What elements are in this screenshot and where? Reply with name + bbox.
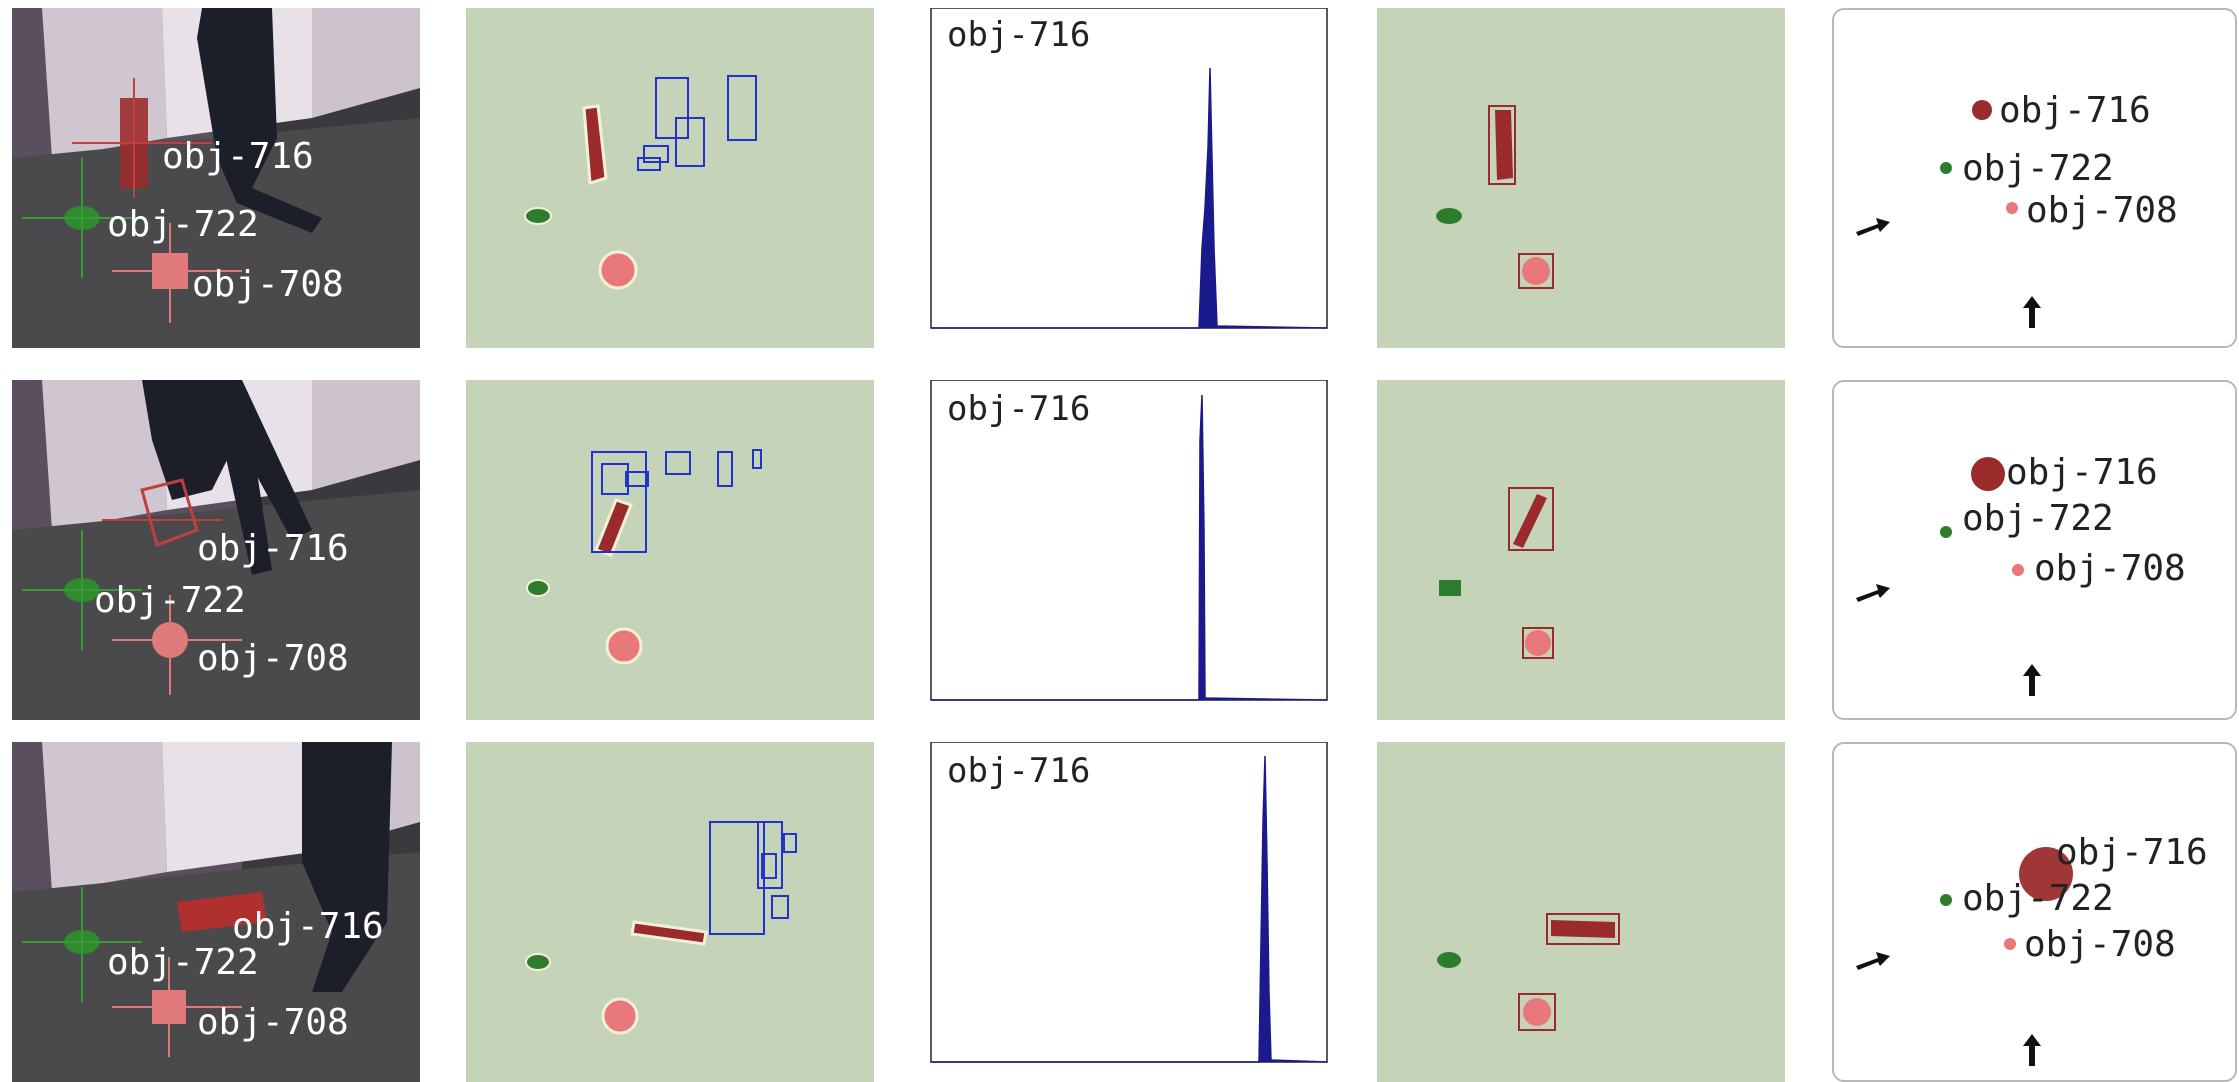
row-3: obj-716 obj-722 obj-708 obj-716	[0, 742, 2239, 1082]
camera-label-obj-722: obj-722	[107, 942, 259, 983]
map-dot-obj-716	[1972, 100, 1992, 120]
map-dot-obj-722	[1940, 162, 1952, 174]
map-dot-obj-708	[2006, 202, 2018, 214]
obj-722-blob	[526, 579, 550, 597]
obj-716-marker	[177, 892, 267, 932]
obj-716-blob	[630, 920, 708, 946]
obj-716-blob	[582, 104, 608, 185]
map-view: obj-716 obj-722 obj-708	[1832, 742, 2237, 1082]
obj-708-track	[1522, 257, 1550, 285]
map-view: obj-716 obj-722 obj-708	[1832, 380, 2237, 720]
histogram-bars	[931, 394, 1328, 701]
robot-heading-arrow-icon	[1856, 952, 1890, 970]
robot-heading-arrow-icon	[1856, 584, 1890, 602]
obj-722-track	[1439, 580, 1461, 596]
segmentation-view	[466, 380, 874, 720]
map-label-obj-708: obj-708	[2026, 190, 2178, 231]
camera-label-obj-722: obj-722	[94, 580, 246, 621]
obj-716-track	[1513, 494, 1547, 548]
detection-boxes	[709, 821, 797, 935]
map-dot-obj-722	[1940, 894, 1952, 906]
segmentation-view	[466, 8, 874, 348]
obj-722-blob	[525, 953, 551, 971]
up-arrow-icon	[2023, 664, 2041, 696]
detection-boxes	[637, 75, 757, 171]
row-1: obj-716 obj-722 obj-708 obj-716	[0, 8, 2239, 348]
histogram-bars	[931, 755, 1328, 1063]
histogram-title: obj-716	[947, 751, 1090, 791]
robot-heading-arrow-icon	[1856, 218, 1890, 236]
obj-716-blob	[594, 498, 633, 557]
row-2: obj-716 obj-722 obj-708 obj-716	[0, 380, 2239, 720]
histogram-frame	[930, 380, 1328, 701]
map-label-obj-716: obj-716	[2006, 452, 2158, 493]
segmentation-view	[466, 742, 874, 1082]
camera-label-obj-716: obj-716	[232, 906, 384, 947]
obj-708-track	[1525, 630, 1551, 656]
obj-708-blob	[601, 997, 639, 1035]
map-label-obj-722: obj-722	[1962, 498, 2114, 539]
camera-view: obj-716 obj-722 obj-708	[12, 380, 420, 720]
obj-716-marker	[140, 478, 199, 547]
obj-722-track	[1437, 952, 1461, 968]
map-label-obj-722: obj-722	[1962, 148, 2114, 189]
camera-label-obj-716: obj-716	[197, 528, 349, 569]
camera-view: obj-716 obj-722 obj-708	[12, 742, 420, 1082]
histogram-panel: obj-716	[909, 380, 1333, 720]
histogram-title: obj-716	[947, 15, 1090, 55]
person-leg	[197, 8, 322, 233]
up-arrow-icon	[2023, 1034, 2041, 1066]
histogram-panel: obj-716	[909, 8, 1333, 348]
tracking-view	[1377, 8, 1785, 348]
obj-716-track	[1551, 920, 1615, 938]
map-label-obj-708: obj-708	[2034, 548, 2186, 589]
histogram-title: obj-716	[947, 389, 1090, 429]
map-dot-obj-716	[1971, 457, 2005, 491]
camera-label-obj-708: obj-708	[192, 264, 344, 305]
camera-label-obj-722: obj-722	[107, 204, 259, 245]
camera-view: obj-716 obj-722 obj-708	[12, 8, 420, 348]
up-arrow-icon	[2023, 296, 2041, 328]
map-label-obj-708: obj-708	[2024, 924, 2176, 965]
map-view: obj-716 obj-722 obj-708	[1832, 8, 2237, 348]
map-dot-obj-716	[2019, 847, 2073, 901]
histogram-bars	[931, 67, 1328, 329]
camera-label-obj-716: obj-716	[162, 136, 314, 177]
obj-708-track	[1523, 998, 1551, 1026]
map-dot-obj-708	[2004, 938, 2016, 950]
histogram-panel: obj-716	[909, 742, 1333, 1082]
obj-722-blob	[524, 207, 552, 225]
tracking-view	[1377, 380, 1785, 720]
camera-label-obj-708: obj-708	[197, 638, 349, 679]
obj-716-track	[1495, 110, 1513, 180]
map-label-obj-722: obj-722	[1962, 878, 2114, 919]
obj-708-blob	[605, 627, 643, 665]
map-label-obj-716: obj-716	[1999, 90, 2151, 131]
detection-boxes	[591, 449, 762, 553]
map-dot-obj-708	[2012, 564, 2024, 576]
obj-722-track	[1436, 208, 1462, 224]
tracking-view	[1377, 742, 1785, 1082]
map-label-obj-716: obj-716	[2056, 832, 2208, 873]
histogram-frame	[930, 8, 1328, 329]
person-leg	[302, 742, 392, 992]
obj-708-blob	[598, 250, 638, 290]
camera-label-obj-708: obj-708	[197, 1002, 349, 1043]
map-dot-obj-722	[1940, 526, 1952, 538]
